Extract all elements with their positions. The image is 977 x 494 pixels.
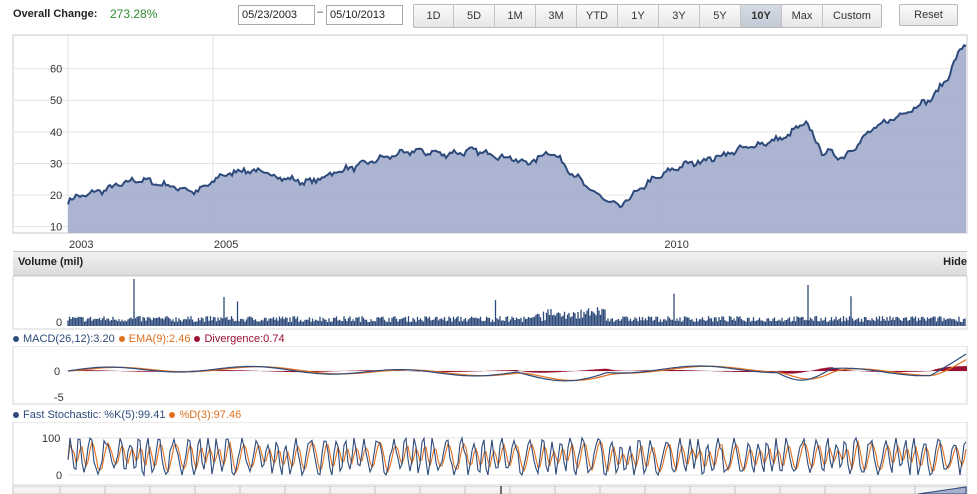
range-button-3m[interactable]: 3M xyxy=(536,5,577,27)
volume-bars xyxy=(67,279,966,326)
range-button-1m[interactable]: 1M xyxy=(495,5,536,27)
date-to-input[interactable] xyxy=(326,5,403,25)
macd-ema-line xyxy=(67,359,967,381)
stochastic-d-line xyxy=(67,439,967,474)
price-y-tick: 60 xyxy=(50,64,62,76)
volume-y-tick: 0 xyxy=(56,317,62,329)
price-line xyxy=(67,44,967,209)
volume-header: Volume (mil) Hide xyxy=(13,251,967,276)
range-button-1d[interactable]: 1D xyxy=(414,5,454,27)
reset-button[interactable]: Reset xyxy=(899,4,958,26)
macd-y-tick: 0 xyxy=(54,366,60,378)
time-navigator[interactable] xyxy=(0,486,977,494)
ema-label: EMA(9):2.46 xyxy=(128,333,191,345)
price-y-tick: 40 xyxy=(50,127,62,139)
range-button-group: 1D 5D 1M 3M YTD 1Y 3Y 5Y 10Y Max Custom xyxy=(413,4,882,28)
volume-hide-link[interactable]: Hide xyxy=(943,256,967,268)
macd-line xyxy=(67,353,967,382)
price-x-tick: 2010 xyxy=(664,239,688,251)
stochastic-legend: Fast Stochastic: %K(5):99.41 %D(3):97.46 xyxy=(13,408,245,422)
date-separator: – xyxy=(317,6,324,18)
range-button-custom[interactable]: Custom xyxy=(823,5,881,27)
volume-chart: 0 xyxy=(12,276,968,330)
macd-chart: 0 -5 xyxy=(12,346,968,405)
toolbar: Overall Change: 273.28% – 1D5D1M3MYTD1Y3… xyxy=(0,0,977,34)
price-x-tick: 2005 xyxy=(214,239,238,251)
price-y-tick: 50 xyxy=(50,95,62,107)
date-from-input[interactable] xyxy=(238,5,315,25)
macd-dot-icon xyxy=(13,336,19,342)
price-y-tick: 20 xyxy=(50,190,62,202)
stoch-d-dot-icon xyxy=(169,412,176,418)
range-button-1y[interactable]: 1Y xyxy=(618,5,659,27)
overall-change-label: Overall Change: xyxy=(13,8,98,20)
stochastic-y-tick: 100 xyxy=(42,433,60,445)
macd-label: MACD(26,12):3.20 xyxy=(23,333,115,345)
ema-dot-icon xyxy=(118,336,125,342)
stochastic-y-tick: 0 xyxy=(56,470,62,482)
divergence-label: Divergence:0.74 xyxy=(204,333,285,345)
range-button-max[interactable]: Max xyxy=(782,5,823,27)
stoch-k-label: Fast Stochastic: %K(5):99.41 xyxy=(23,409,166,421)
price-x-tick: 2003 xyxy=(69,239,93,251)
price-y-tick: 10 xyxy=(50,222,62,234)
volume-title: Volume (mil) xyxy=(18,256,84,268)
macd-legend: MACD(26,12):3.20 EMA(9):2.46 Divergence:… xyxy=(13,332,289,346)
range-button-ytd[interactable]: YTD xyxy=(577,5,618,27)
range-button-5d[interactable]: 5D xyxy=(454,5,495,27)
navigator-track xyxy=(12,486,968,494)
navigator-ticks xyxy=(59,486,961,494)
range-button-10y[interactable]: 10Y xyxy=(741,5,782,27)
stochastic-chart: 100 0 xyxy=(12,422,968,486)
price-area xyxy=(68,45,966,233)
range-button-5y[interactable]: 5Y xyxy=(700,5,741,27)
stoch-k-dot-icon xyxy=(13,412,19,418)
stochastic-k-line xyxy=(67,435,967,478)
range-button-3y[interactable]: 3Y xyxy=(659,5,700,27)
macd-y-tick: -5 xyxy=(54,392,64,404)
divergence-dot-icon xyxy=(194,336,201,342)
stoch-d-label: %D(3):97.46 xyxy=(179,409,242,421)
navigator-mini-area xyxy=(917,486,967,494)
price-y-tick: 30 xyxy=(50,158,62,170)
overall-change-value: 273.28% xyxy=(110,7,158,21)
